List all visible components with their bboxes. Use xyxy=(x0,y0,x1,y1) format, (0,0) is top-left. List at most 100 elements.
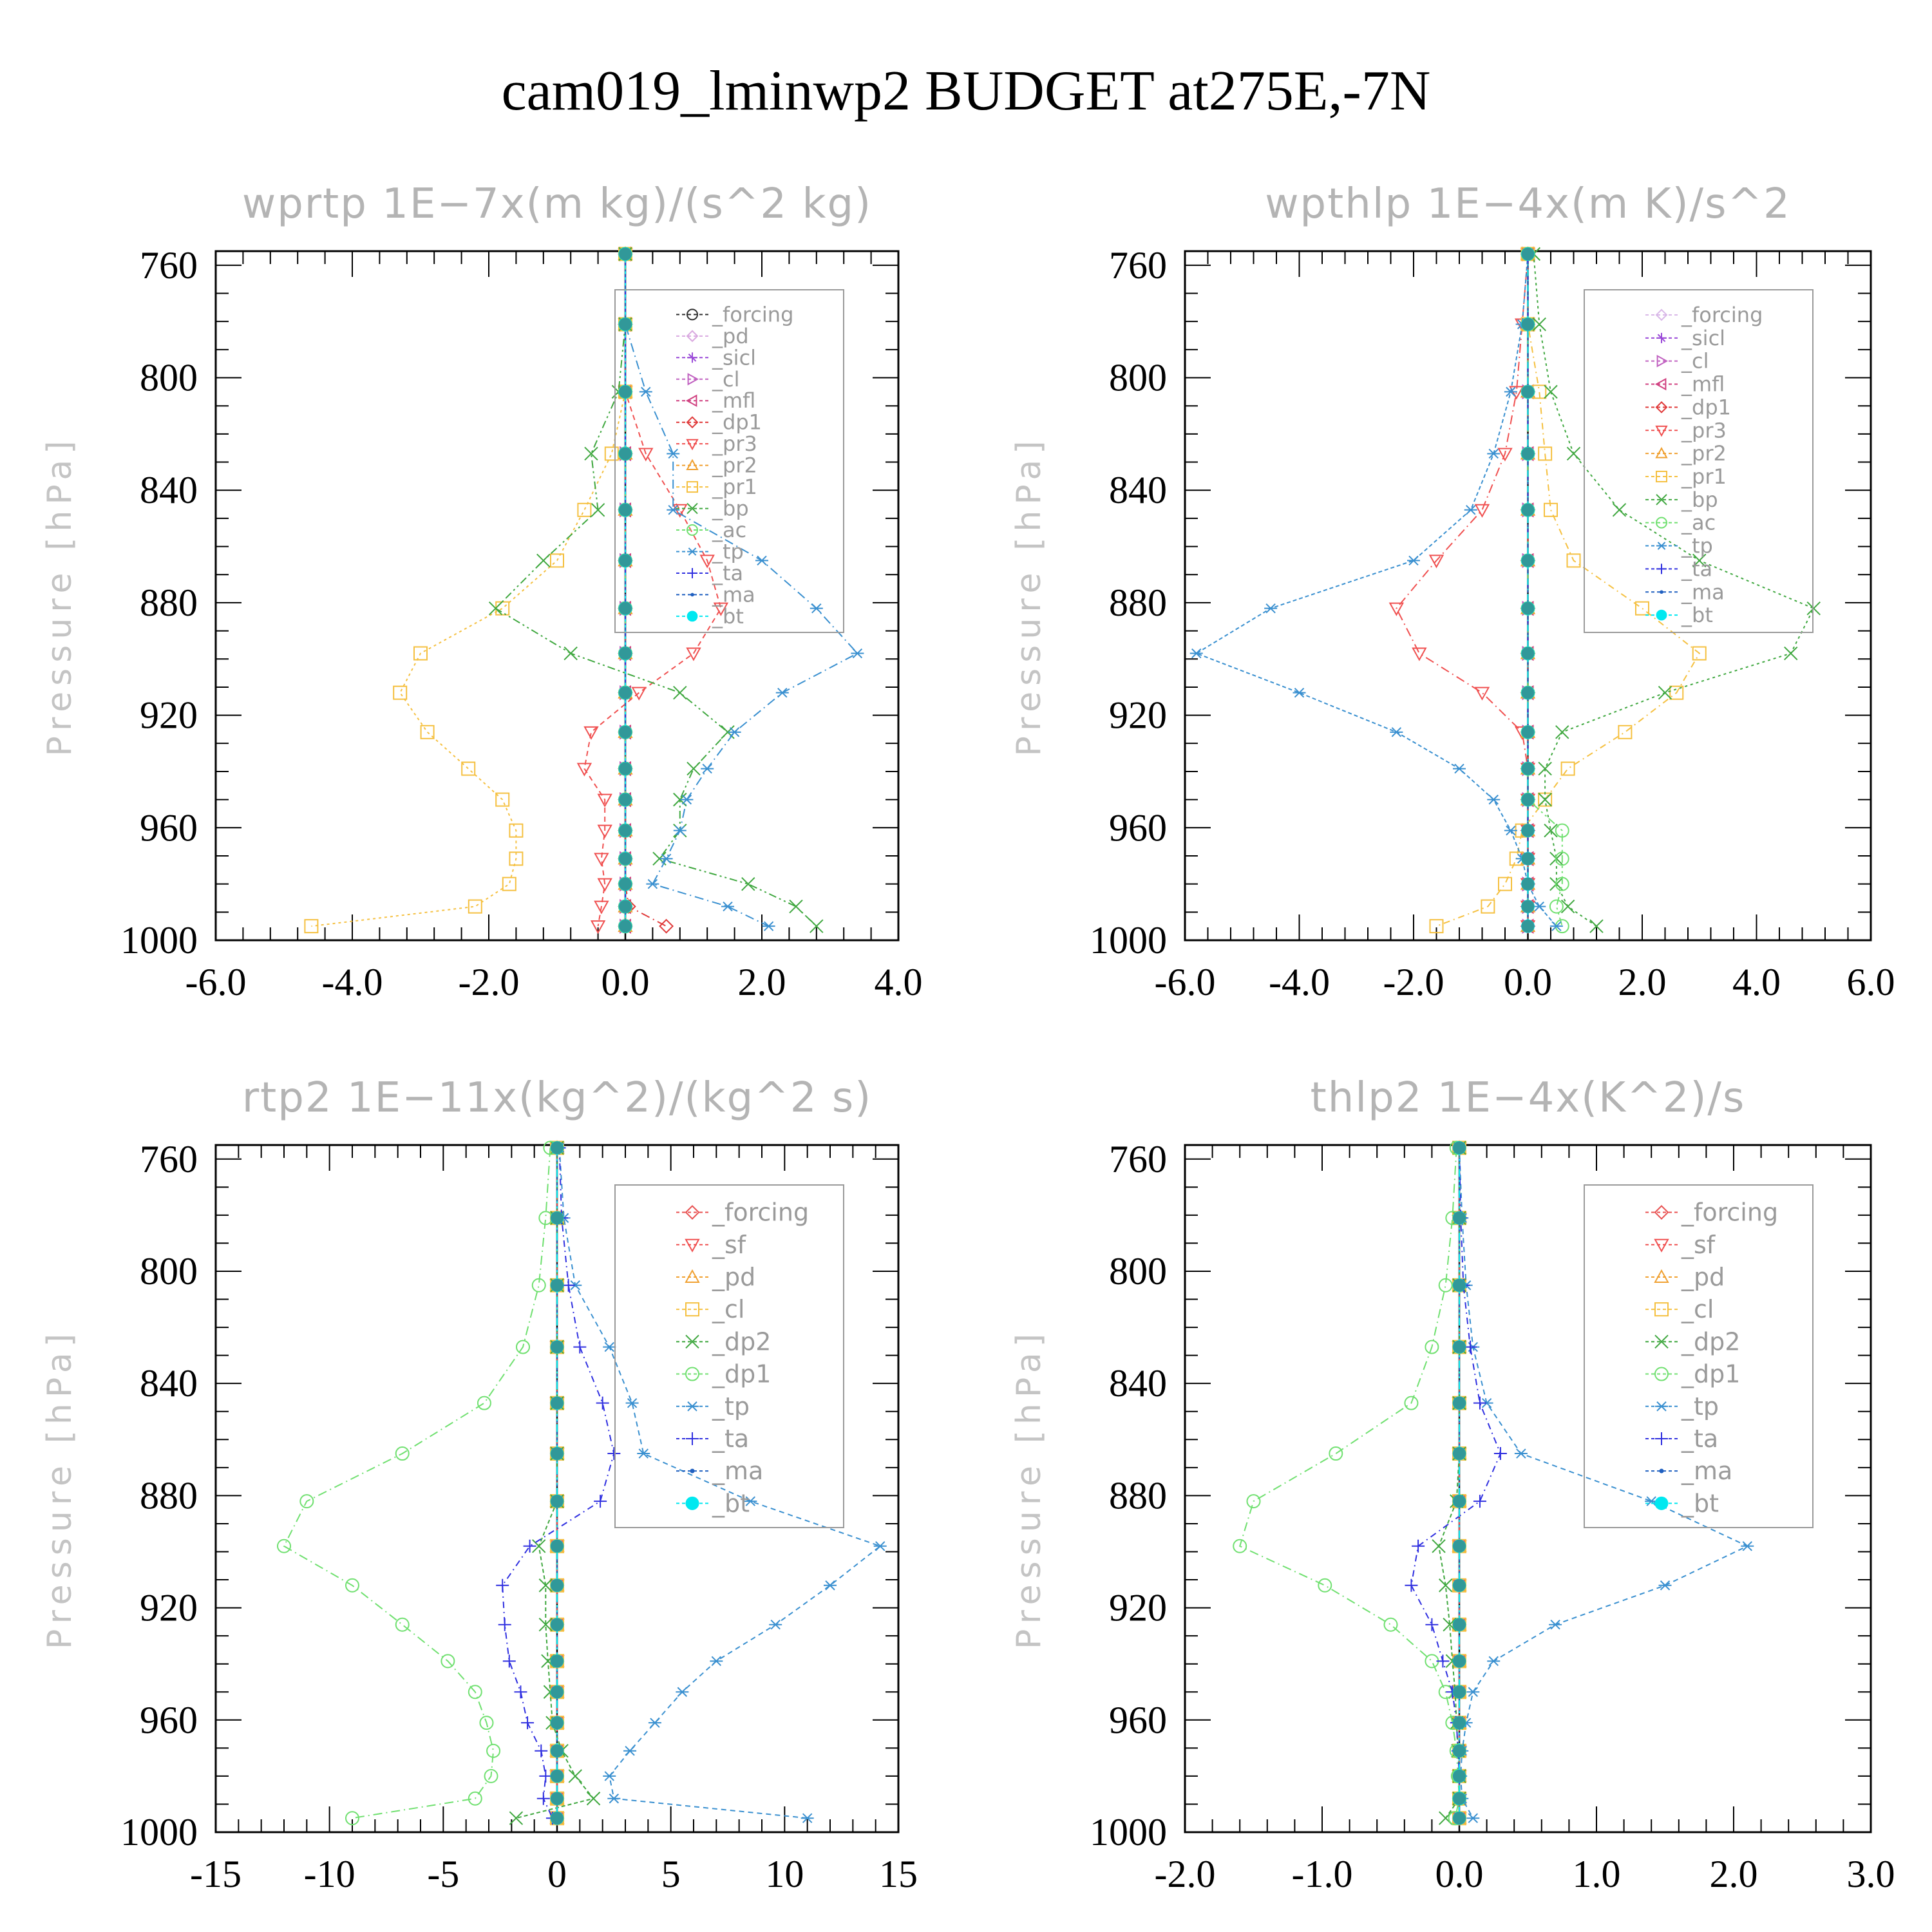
data-point-dp1 xyxy=(468,1791,482,1806)
x-tick-label: 0 xyxy=(547,1853,567,1895)
legend-marker xyxy=(1655,447,1668,459)
bt-point-overlay xyxy=(1453,1792,1466,1805)
data-point-ta xyxy=(573,1340,587,1354)
data-point-tp xyxy=(646,878,659,889)
chart-panel-3: thlp2 1E−4x(K^2)/s Pressure [hPa] 760 800 84… xyxy=(1010,1074,1895,1895)
data-point-dp1 xyxy=(484,1768,498,1783)
bt-point-overlay xyxy=(1521,385,1535,399)
data-point-bp xyxy=(1806,601,1821,616)
legend-label: _pr1 xyxy=(1681,464,1727,489)
data-point-tp xyxy=(1658,1580,1672,1591)
legend-marker xyxy=(687,308,698,321)
data-point-pr3 xyxy=(583,726,599,740)
legend-label: _pr2 xyxy=(1681,441,1727,466)
data-point-tp xyxy=(701,763,714,774)
data-point-tp xyxy=(623,1745,637,1756)
data-point-tp xyxy=(603,1341,616,1352)
data-point-bp xyxy=(673,792,687,807)
bt-point-overlay xyxy=(1521,852,1535,866)
data-point-dp2 xyxy=(1438,1578,1453,1593)
legend-marker xyxy=(690,592,694,597)
data-point-tp xyxy=(1189,648,1203,659)
bt-point-overlay xyxy=(619,852,632,866)
bt-point-overlay xyxy=(551,1141,564,1155)
legend-marker xyxy=(687,352,697,363)
legend-marker xyxy=(1656,609,1667,621)
data-point-bp xyxy=(1544,384,1558,399)
data-point-dp1 xyxy=(531,1278,546,1293)
data-point-tp xyxy=(667,448,680,459)
data-point-bp xyxy=(673,685,687,700)
data-point-pr1 xyxy=(1618,724,1633,739)
legend-label: _ta xyxy=(1681,1425,1718,1453)
data-point-pr1 xyxy=(1481,899,1495,914)
y-axis-label: Pressure [hPa] xyxy=(1010,1328,1048,1649)
x-tick-label: 2.0 xyxy=(1618,961,1667,1003)
data-point-tp xyxy=(1533,901,1546,912)
legend-marker xyxy=(1654,1238,1669,1253)
bt-point-overlay xyxy=(1453,1654,1466,1668)
y-tick-label: 880 xyxy=(1109,582,1167,624)
legend-marker xyxy=(1655,1432,1668,1445)
legend-marker xyxy=(1659,1468,1664,1473)
bt-point-overlay xyxy=(1521,447,1535,460)
data-point-pr3 xyxy=(1474,504,1490,518)
y-tick-label: 920 xyxy=(140,1587,198,1629)
data-point-pr1 xyxy=(495,792,510,807)
data-point-tp xyxy=(667,505,680,515)
legend-marker xyxy=(1654,377,1667,391)
y-axis-label: Pressure [hPa] xyxy=(41,435,79,757)
legend-label: _cl xyxy=(712,367,739,392)
bt-point-overlay xyxy=(551,1685,564,1699)
legend-marker xyxy=(1656,354,1669,368)
data-point-bp xyxy=(1612,503,1627,517)
data-point-bp xyxy=(687,761,701,776)
data-point-tp xyxy=(1264,603,1278,614)
legend-label: _dp1 xyxy=(712,410,762,435)
y-tick-label: 1000 xyxy=(120,919,198,961)
x-tick-label: 15 xyxy=(879,1853,918,1895)
data-point-tp xyxy=(1487,794,1501,805)
data-point-ta xyxy=(562,1278,575,1292)
data-point-tp xyxy=(1407,555,1420,566)
x-tick-label: -5 xyxy=(427,1853,459,1895)
data-point-bp xyxy=(1538,792,1552,807)
data-point-dp1 xyxy=(299,1494,314,1509)
legend-marker xyxy=(686,416,699,429)
data-point-dp2 xyxy=(538,1578,553,1593)
bt-point-overlay xyxy=(619,793,632,806)
legend-label: _ma xyxy=(1681,580,1725,604)
y-tick-label: 760 xyxy=(1109,244,1167,287)
bt-point-overlay xyxy=(619,824,632,837)
data-point-pr1 xyxy=(550,553,564,568)
y-tick-label: 960 xyxy=(1109,806,1167,849)
data-point-tp xyxy=(1549,1620,1562,1630)
legend-box xyxy=(1584,289,1814,633)
panel-title: rtp2 1E−11x(kg^2)/(kg^2 s) xyxy=(242,1074,872,1122)
legend-label: _cl xyxy=(712,1295,744,1323)
x-tick-label: 4.0 xyxy=(875,961,923,1003)
data-point-bp xyxy=(1692,553,1707,568)
legend-label: _sf xyxy=(712,1231,747,1259)
data-point-dp1 xyxy=(477,1396,491,1410)
data-point-tp xyxy=(744,1496,757,1506)
legend-box xyxy=(614,1184,844,1528)
data-point-ac xyxy=(1555,876,1569,891)
legend-marker xyxy=(1655,308,1668,321)
data-point-dp1 xyxy=(1383,1617,1398,1632)
data-point-pr3 xyxy=(590,920,606,934)
data-point-tp xyxy=(1293,687,1306,698)
x-tick-label: -15 xyxy=(190,1853,242,1895)
legend-label: _ma xyxy=(712,582,755,607)
data-point-dp1 xyxy=(277,1539,291,1553)
data-point-bp xyxy=(1532,317,1546,332)
data-point-pr1 xyxy=(509,823,524,838)
legend-label: _bp xyxy=(712,497,749,521)
y-axis-label: Pressure [hPa] xyxy=(41,1328,79,1649)
legend-marker xyxy=(686,1401,699,1412)
data-point-tp xyxy=(1466,1813,1480,1823)
y-tick-label: 800 xyxy=(1109,1250,1167,1293)
legend-label: _pr3 xyxy=(712,431,757,456)
bt-point-overlay xyxy=(551,1211,564,1225)
